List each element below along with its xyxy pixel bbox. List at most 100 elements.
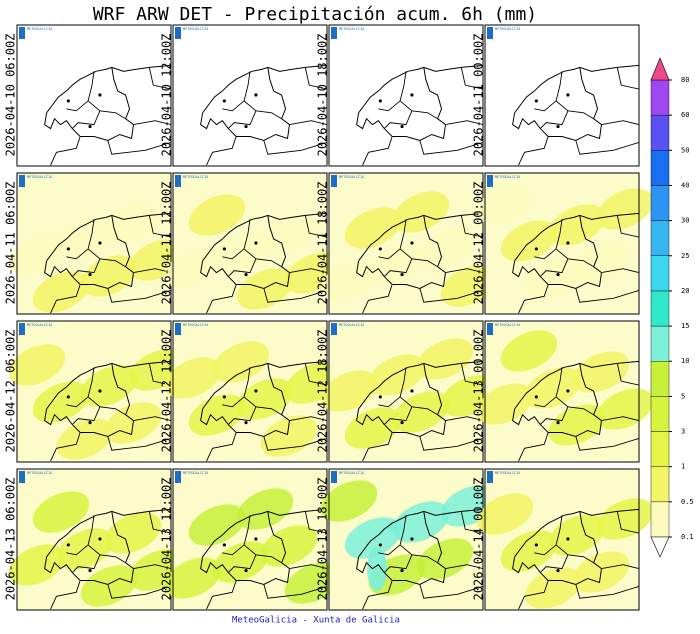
logo-box (175, 323, 181, 335)
logo-box (487, 323, 493, 335)
precip-area (320, 480, 378, 522)
logo-text: METEOGALICIA (339, 27, 365, 31)
panel-frame (16, 468, 172, 611)
map-panel: METEOGALICIA 2026-04-10 06:00Z (4, 24, 172, 167)
map-panel: METEOGALICIA 2026-04-12 12:00Z (160, 320, 342, 463)
panel-time: 2026-04-11 06:00Z (4, 182, 18, 305)
precip-area (392, 391, 450, 433)
logo-box (331, 27, 337, 39)
panel-time: 2026-04-10 06:00Z (4, 34, 18, 157)
logo-text: METEOGALICIA (27, 323, 53, 327)
colorbar-band (650, 396, 670, 432)
precip-area (344, 407, 402, 449)
panel-time: 2026-04-14 00:00Z (472, 478, 486, 601)
logo-text: METEOGALICIA (339, 175, 365, 179)
panel-time: 2026-04-12 18:00Z (316, 330, 330, 453)
map-panel: METEOGALICIA 2026-04-13 06:00Z (4, 468, 186, 611)
panel-frame (328, 320, 484, 463)
precip-area (524, 257, 582, 299)
precip-area (572, 351, 630, 393)
logo-text: METEOGALICIA (183, 323, 209, 327)
logo-text: METEOGALICIA (183, 471, 209, 475)
precip-area (164, 247, 222, 289)
precip-area (548, 204, 606, 246)
map-panel: METEOGALICIA 2026-04-14 00:00Z (472, 468, 654, 611)
logo-text: METEOGALICIA (183, 175, 209, 179)
panel-frame (172, 172, 328, 315)
colorbar-label: 0.5 (681, 498, 694, 506)
logo-text: METEOGALICIA (495, 175, 521, 179)
logo-text: METEOGALICIA (27, 27, 53, 31)
map-panel: METEOGALICIA 2026-04-12 18:00Z (316, 320, 498, 463)
logo-box (487, 175, 493, 187)
colorbar-label: 40 (681, 181, 689, 189)
map-panel: METEOGALICIA 2026-04-12 00:00Z (472, 172, 654, 315)
precip-area (212, 341, 270, 383)
map-panel: METEOGALICIA 2026-04-10 18:00Z (316, 24, 484, 167)
precip-area (500, 530, 558, 572)
panel-bg (329, 25, 483, 166)
logo-text: METEOGALICIA (339, 471, 365, 475)
precip-area (320, 370, 378, 412)
colorbar-band (650, 79, 670, 116)
panel-frame (484, 24, 640, 167)
panel-time: 2026-04-11 18:00Z (316, 182, 330, 305)
precip-area (476, 183, 534, 225)
logo-box (19, 27, 25, 39)
precip-area (236, 378, 294, 420)
panel-time: 2026-04-12 06:00Z (4, 330, 18, 453)
logo-box (331, 175, 337, 187)
title: WRF ARW DET - Precipitación acum. 6h (mm… (93, 4, 537, 25)
map-panel: METEOGALICIA 2026-04-12 06:00Z (4, 320, 186, 463)
logo-box (19, 323, 25, 335)
precip-area (32, 271, 90, 313)
precip-area (368, 354, 426, 396)
logo-box (175, 175, 181, 187)
colorbar-label: 0.1 (681, 533, 694, 541)
footer: MeteoGalicia - Xunta de Galicia (232, 616, 400, 626)
colorbar-label: 30 (681, 217, 689, 225)
colorbar-label: 80 (681, 76, 689, 84)
precip-area (104, 512, 162, 554)
colorbar-label: 1 (681, 463, 685, 471)
panel-bg (17, 25, 171, 166)
precip-area (476, 493, 534, 535)
precip-area (8, 344, 66, 386)
precip-area (164, 557, 222, 599)
precip-area (572, 241, 630, 283)
panel-time: 2026-04-12 12:00Z (160, 330, 174, 453)
panel-bg (485, 25, 639, 166)
precip-area (476, 383, 534, 425)
colorbar-label: 25 (681, 252, 689, 260)
precip-area (260, 415, 318, 457)
precip-area (236, 488, 294, 530)
panel-time: 2026-04-11 12:00Z (160, 182, 174, 305)
colorbar-band (650, 255, 670, 292)
precip-area (500, 330, 558, 372)
map-panel: METEOGALICIA 2026-04-10 12:00Z (160, 24, 328, 167)
logo-text: METEOGALICIA (27, 175, 53, 179)
precip-area (56, 218, 114, 260)
panel-time: 2026-04-10 18:00Z (316, 34, 330, 157)
precip-area (524, 367, 582, 409)
precip-area (260, 215, 318, 257)
precip-area (164, 357, 222, 399)
colorbar-label: 5 (681, 392, 685, 400)
panel-time: 2026-04-10 12:00Z (160, 34, 174, 157)
precip-area (236, 268, 294, 310)
map-panel: METEOGALICIA 2026-04-11 00:00Z (472, 24, 640, 167)
precip-area (212, 541, 270, 583)
panel-frame (16, 24, 172, 167)
panel-time: 2026-04-12 00:00Z (472, 182, 486, 305)
colorbar-band (650, 501, 670, 538)
precip-area (392, 191, 450, 233)
map-panel: METEOGALICIA 2026-04-13 00:00Z (472, 320, 654, 463)
precip-area (524, 567, 582, 609)
precip-area (8, 234, 66, 276)
precip-area (32, 491, 90, 533)
precip-area (80, 565, 138, 607)
colorbar-band (650, 220, 670, 256)
panel-frame (172, 24, 328, 167)
colorbar-label: 50 (681, 146, 689, 154)
